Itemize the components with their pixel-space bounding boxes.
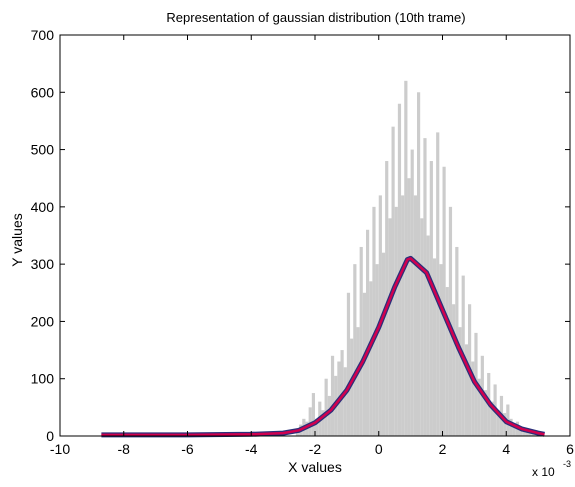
- histogram-bar: [353, 264, 357, 436]
- histogram-bar: [458, 327, 462, 436]
- y-tick-label: 400: [31, 199, 55, 215]
- histogram-bar: [471, 361, 475, 436]
- histogram-bar: [429, 161, 433, 436]
- histogram-bars: [295, 80, 539, 437]
- histogram-bar: [522, 431, 526, 436]
- x-tick-label: -2: [309, 441, 322, 457]
- histogram-bar: [490, 401, 494, 436]
- histogram-bar: [394, 206, 398, 436]
- histogram-bar: [445, 287, 449, 436]
- histogram-bar: [525, 430, 529, 436]
- histogram-bar: [528, 433, 532, 436]
- histogram-bar: [503, 413, 507, 436]
- histogram-bar: [369, 281, 373, 436]
- x-tick-label: 0: [375, 441, 383, 457]
- y-axis-label: Y values: [9, 213, 25, 266]
- y-tick-label: 700: [31, 27, 55, 43]
- x-axis-label: X values: [288, 459, 342, 475]
- y-tick-label: 300: [31, 256, 55, 272]
- histogram-bar: [496, 410, 500, 436]
- histogram-bar: [420, 218, 424, 436]
- x-tick-label: -6: [181, 441, 194, 457]
- histogram-bar: [413, 195, 417, 436]
- histogram-bar: [324, 378, 328, 436]
- x-tick-label: 4: [502, 441, 510, 457]
- histogram-bar: [350, 338, 354, 436]
- histogram-bar: [327, 395, 331, 436]
- histogram-bar: [464, 344, 468, 436]
- y-tick-label: 100: [31, 371, 55, 387]
- histogram-bar: [391, 126, 395, 437]
- histogram-bar: [397, 103, 402, 436]
- histogram-bar: [388, 218, 392, 436]
- histogram-bar: [439, 264, 443, 436]
- histogram-bar: [362, 292, 366, 436]
- histogram-bar: [477, 378, 481, 436]
- x-tick-label: 2: [439, 441, 447, 457]
- x-axis-ticks: -10 -8 -6 -4 -2 0 2 4 6: [50, 35, 574, 457]
- histogram-bar: [381, 252, 386, 436]
- histogram-bar: [452, 304, 456, 436]
- y-tick-label: 200: [31, 313, 55, 329]
- histogram-bar: [448, 206, 453, 436]
- x-axis-multiplier: x 10: [532, 465, 555, 479]
- histogram-bar: [436, 132, 440, 436]
- histogram-bar: [372, 206, 376, 436]
- x-tick-label: -10: [50, 441, 70, 457]
- y-tick-label: 500: [31, 142, 55, 158]
- histogram-bar: [330, 355, 335, 436]
- histogram-bar: [410, 149, 414, 437]
- x-axis-multiplier-exponent: -3: [563, 459, 571, 469]
- histogram-bar: [315, 418, 319, 436]
- histogram-bar: [401, 195, 405, 436]
- histogram-bar: [359, 246, 363, 436]
- x-tick-label: 6: [566, 441, 574, 457]
- histogram-bar: [375, 264, 379, 436]
- histogram-bar: [295, 430, 300, 436]
- histogram-bar: [442, 166, 446, 436]
- histogram-bar: [308, 407, 312, 436]
- histogram-bar: [346, 292, 351, 436]
- histogram-bar: [366, 229, 370, 436]
- x-tick-label: -8: [118, 441, 131, 457]
- histogram-bar: [531, 433, 535, 436]
- fit-curve-line: [101, 257, 545, 437]
- histogram-bar: [385, 161, 389, 436]
- histogram-bar: [512, 424, 516, 436]
- chart-title: Representation of gaussian distribution …: [166, 10, 465, 25]
- plot-frame: [59, 34, 571, 437]
- histogram-bar: [407, 178, 411, 436]
- histogram-bar: [343, 367, 347, 436]
- y-tick-label: 0: [46, 428, 54, 444]
- y-tick-label: 600: [31, 84, 55, 100]
- x-tick-label: -4: [245, 441, 258, 457]
- y-axis-ticks: 0 100 200 300 400 500 600 700: [31, 27, 570, 444]
- fit-curve: [101, 255, 545, 438]
- histogram-bar: [426, 235, 430, 436]
- histogram-bar: [483, 390, 488, 436]
- histogram-bar: [432, 258, 437, 436]
- histogram-bar: [311, 393, 315, 436]
- histogram-bar: [423, 138, 427, 436]
- histogram-bar: [509, 418, 513, 436]
- histogram-bar: [356, 327, 360, 436]
- histogram-bar: [519, 429, 523, 436]
- histogram-bar: [378, 195, 382, 436]
- histogram-bar: [321, 410, 325, 436]
